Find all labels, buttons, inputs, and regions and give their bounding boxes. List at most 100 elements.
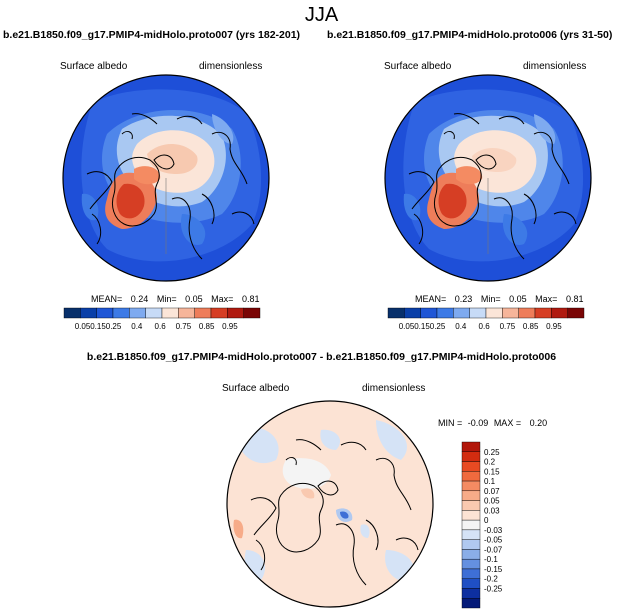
colorbar-swatch: [387, 307, 405, 319]
colorbar-swatch: [461, 568, 481, 579]
figure-title: JJA: [304, 4, 339, 26]
colorbar-tick-label: 0.25: [430, 322, 446, 331]
colorbar-swatch: [534, 307, 552, 319]
colorbar-swatch: [80, 307, 97, 319]
panel-3-min: -0.09: [467, 418, 489, 428]
colorbar-swatch: [63, 307, 81, 319]
colorbar-swatch: [420, 307, 438, 319]
panel-1-max: 0.81: [241, 294, 260, 304]
colorbar-swatch: [461, 539, 481, 550]
colorbar-swatch: [461, 500, 481, 511]
colorbar-swatch: [518, 307, 536, 319]
panel-2-max: 0.81: [565, 294, 584, 304]
panel-1-map: [62, 74, 270, 282]
colorbar-tick-label: 0.05: [75, 322, 91, 331]
colorbar-swatch: [461, 510, 481, 521]
colorbar-swatch: [485, 307, 503, 319]
colorbar-tick-label: -0.05: [484, 536, 503, 545]
colorbar-swatch: [210, 307, 228, 319]
panel-2-min-label: Min=: [480, 294, 501, 304]
colorbar-swatch: [461, 441, 481, 452]
colorbar-tick-label: -0.1: [484, 555, 498, 564]
colorbar-tick-label: 0.85: [523, 322, 539, 331]
panel-3-stats: MIN = -0.09 MAX = 0.20: [438, 418, 547, 428]
colorbar-tick-label: 0.2: [484, 458, 496, 467]
panel-3-colorbar: 0.250.20.150.10.070.050.030-0.03-0.05-0.…: [461, 441, 503, 609]
colorbar-swatch: [461, 549, 481, 560]
colorbar-swatch: [502, 307, 519, 319]
panel-2-min: 0.05: [509, 294, 527, 304]
colorbar-swatch: [469, 307, 487, 319]
colorbar-tick-label: -0.25: [484, 584, 503, 593]
colorbar-swatch: [243, 307, 261, 319]
colorbar-swatch: [436, 307, 454, 319]
colorbar-tick-label: 0.75: [500, 322, 516, 331]
panel-2-max-label: Max=: [535, 294, 558, 304]
panel-1-min: 0.05: [185, 294, 203, 304]
colorbar-swatch: [461, 588, 481, 599]
panel-2-variable: Surface albedo: [384, 61, 452, 72]
colorbar-swatch: [178, 307, 195, 319]
panel-3-map: [226, 400, 434, 608]
colorbar-swatch: [112, 307, 130, 319]
panel-3-variable: Surface albedo: [222, 383, 290, 394]
colorbar-tick-label: 0.6: [479, 322, 491, 331]
panel-1-min-label: Min=: [156, 294, 177, 304]
colorbar-tick-label: 0.4: [131, 322, 143, 331]
colorbar-tick-label: 0.25: [106, 322, 122, 331]
colorbar-tick-label: 0.05: [484, 497, 500, 506]
panel-2-stats: MEAN= 0.23 Min= 0.05 Max= 0.81: [415, 294, 583, 304]
colorbar-tick-label: 0.6: [155, 322, 167, 331]
panel-1-mean: 0.24: [130, 294, 149, 304]
panel-2-title: b.e21.B1850.f09_g17.PMIP4-midHolo.proto0…: [327, 29, 613, 41]
panel-1-title: b.e21.B1850.f09_g17.PMIP4-midHolo.proto0…: [3, 29, 301, 41]
panel-1-units: dimensionless: [199, 61, 263, 72]
colorbar-swatch: [227, 307, 244, 319]
colorbar-tick-label: 0.03: [484, 506, 500, 515]
colorbar-tick-label: 0.05: [399, 322, 415, 331]
colorbar-swatch: [129, 307, 146, 319]
panel-2-colorbar: 0.05 0.15 0.25 0.4 0.6 0.75 0.85 0.95: [387, 307, 585, 331]
colorbar-swatch: [145, 307, 163, 319]
colorbar-swatch: [461, 529, 481, 540]
colorbar-tick-label: 0.25: [484, 448, 500, 457]
colorbar-tick-label: 0.15: [414, 322, 430, 331]
colorbar-swatch: [453, 307, 470, 319]
colorbar-tick-label: 0.75: [176, 322, 192, 331]
colorbar-tick-label: 0.4: [455, 322, 467, 331]
panel-2-map: [384, 74, 592, 282]
panel-2-mean: 0.23: [454, 294, 473, 304]
panel-2-units: dimensionless: [523, 61, 587, 72]
colorbar-tick-label: -0.03: [484, 526, 503, 535]
panel-3-title: b.e21.B1850.f09_g17.PMIP4-midHolo.proto0…: [86, 351, 557, 363]
panel-1-mean-label: MEAN=: [91, 294, 123, 304]
colorbar-swatch: [551, 307, 568, 319]
colorbar-swatch: [567, 307, 585, 319]
colorbar-tick-label: 0.15: [484, 467, 500, 476]
colorbar-tick-label: 0.85: [199, 322, 215, 331]
panel-3-max-label: MAX =: [493, 418, 522, 428]
colorbar-swatch: [461, 598, 481, 609]
colorbar-tick-label: -0.2: [484, 575, 498, 584]
panel-1-stats: MEAN= 0.24 Min= 0.05 Max= 0.81: [91, 294, 259, 304]
colorbar-swatch: [461, 451, 481, 462]
panel-1-colorbar: 0.05 0.15 0.25 0.4 0.6 0.75 0.85 0.95: [63, 307, 261, 331]
colorbar-tick-label: 0.07: [484, 487, 500, 496]
panel-3-min-label: MIN =: [438, 418, 463, 428]
panel-1-variable: Surface albedo: [60, 61, 128, 72]
colorbar-swatch: [461, 519, 481, 531]
colorbar-swatch: [96, 307, 114, 319]
colorbar-tick-label: 0.95: [222, 322, 238, 331]
colorbar-tick-label: 0.95: [546, 322, 562, 331]
colorbar-swatch: [461, 480, 481, 492]
colorbar-swatch: [461, 490, 481, 501]
colorbar-swatch: [461, 471, 481, 482]
colorbar-swatch: [161, 307, 179, 319]
colorbar-tick-label: -0.15: [484, 565, 503, 574]
panel-3-units: dimensionless: [362, 383, 426, 394]
colorbar-swatch: [461, 558, 481, 570]
colorbar-tick-label: 0: [484, 516, 489, 525]
colorbar-tick-label: 0.15: [90, 322, 106, 331]
panel-1-max-label: Max=: [211, 294, 234, 304]
colorbar-swatch: [404, 307, 421, 319]
